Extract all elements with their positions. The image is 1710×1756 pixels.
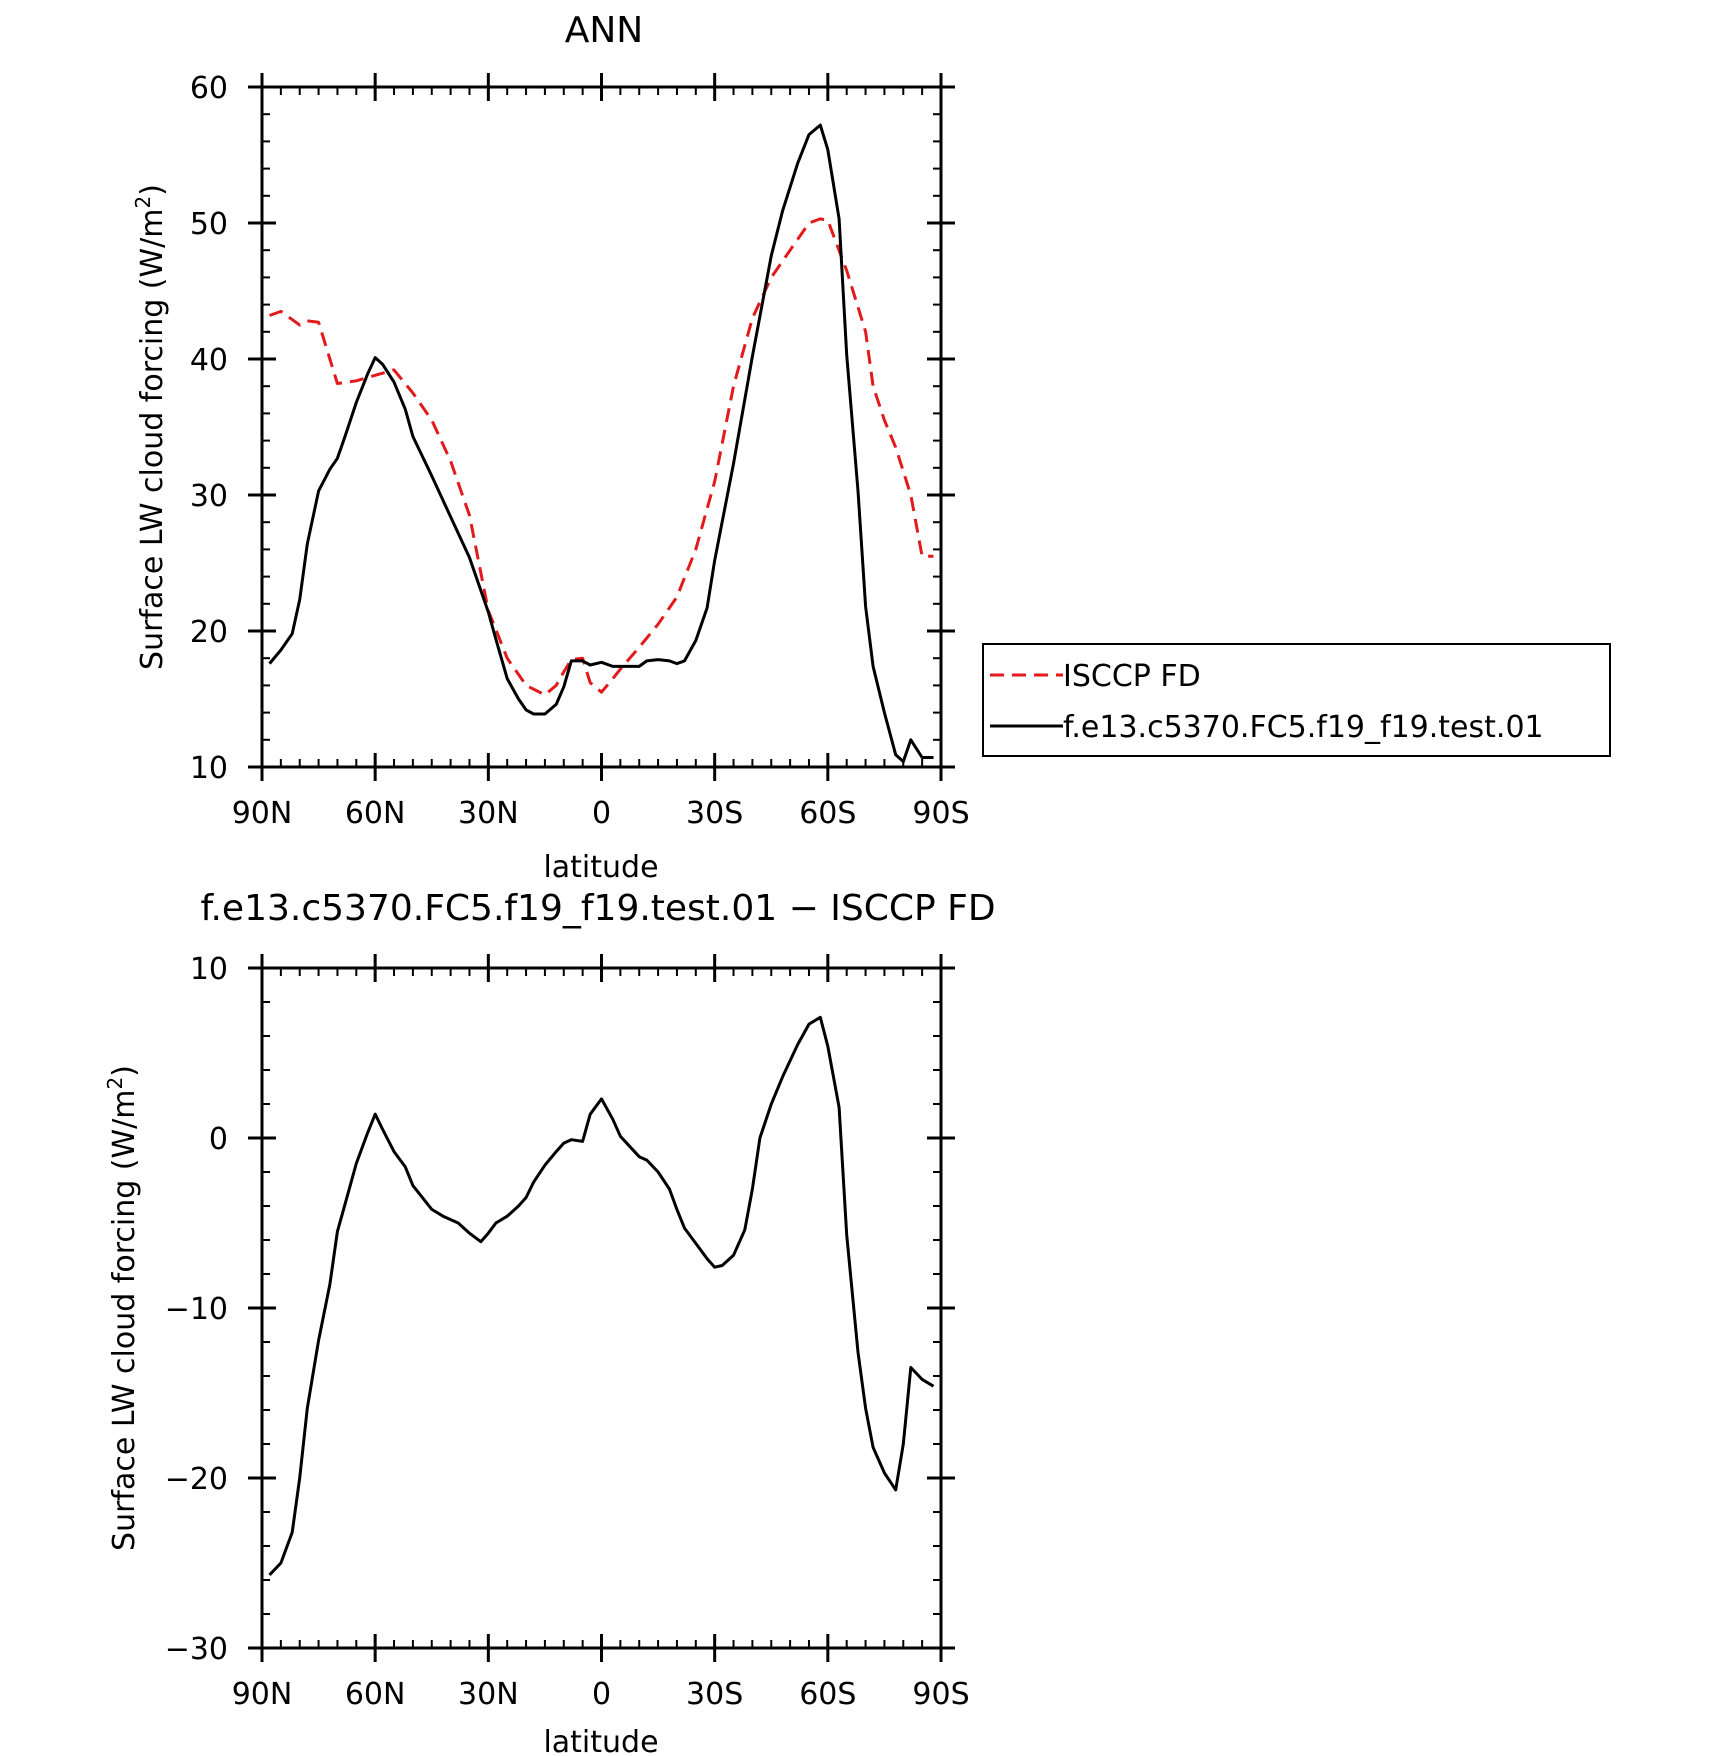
bottom-plot-frame [260, 966, 943, 1650]
legend: ISCCP FD f.e13.c5370.FC5.f19_f19.test.01 [982, 643, 1611, 757]
x-tick-label: 90N [232, 796, 293, 831]
top-series-lines [268, 123, 934, 764]
x-tick-label: 90N [232, 1677, 293, 1712]
top-panel: ANN 90N 60N 30N 0 30S 60S 90S 10 20 30 40 50 60 lat… [131, 10, 1611, 885]
y-tick-label: 40 [190, 343, 228, 378]
x-tick-label: 30S [686, 796, 743, 831]
bottom-x-tick-labels: 90N 60N 30N 0 30S 60S 90S [232, 1677, 970, 1712]
y-tick-label: −30 [165, 1632, 228, 1667]
x-tick-label: 30S [686, 1677, 743, 1712]
x-tick-label: 60S [799, 1677, 856, 1712]
x-tick-label: 30N [458, 1677, 519, 1712]
y-tick-label: −20 [165, 1462, 228, 1497]
bottom-y-axis-title-end: ) [107, 1065, 142, 1077]
top-plot-frame [260, 85, 943, 769]
legend-box [982, 643, 1611, 757]
x-tick-label: 90S [912, 796, 969, 831]
y-tick-label: −10 [165, 1292, 228, 1327]
x-tick-label: 0 [592, 1677, 611, 1712]
top-y-axis-title-sup: 2 [131, 196, 155, 209]
y-tick-label: 50 [190, 207, 228, 242]
top-y-axis-title-end: ) [135, 184, 170, 196]
top-x-axis-title: latitude [543, 850, 658, 885]
x-tick-label: 60S [799, 796, 856, 831]
bottom-panel-title: f.e13.c5370.FC5.f19_f19.test.01 − ISCCP … [200, 888, 995, 929]
legend-label-model: f.e13.c5370.FC5.f19_f19.test.01 [1063, 710, 1544, 745]
top-panel-title: ANN [565, 10, 644, 51]
bottom-y-axis-title: Surface LW cloud forcing (W/m2) [103, 1065, 142, 1551]
x-tick-label: 60N [345, 1677, 406, 1712]
series-line-0 [268, 1015, 935, 1576]
bottom-x-axis-title: latitude [543, 1725, 658, 1756]
y-tick-label: 0 [209, 1122, 228, 1157]
series-line-1 [268, 123, 934, 764]
y-tick-label: 10 [190, 751, 228, 786]
x-tick-label: 60N [345, 796, 406, 831]
y-tick-label: 30 [190, 479, 228, 514]
x-tick-label: 30N [458, 796, 519, 831]
top-y-tick-labels: 10 20 30 40 50 60 [190, 71, 228, 786]
top-y-axis-title: Surface LW cloud forcing (W/m2) [131, 184, 170, 670]
top-axis-ticks [248, 73, 955, 781]
bottom-y-axis-title-sup: 2 [103, 1077, 127, 1090]
bottom-y-axis-title-main: Surface LW cloud forcing (W/m [107, 1089, 142, 1550]
bottom-panel: f.e13.c5370.FC5.f19_f19.test.01 − ISCCP … [103, 888, 996, 1756]
series-line-0 [268, 217, 934, 697]
bottom-y-tick-labels: −30 −20 −10 0 10 [165, 952, 228, 1667]
y-tick-label: 10 [190, 952, 228, 987]
bottom-axis-ticks [248, 954, 955, 1662]
top-x-tick-labels: 90N 60N 30N 0 30S 60S 90S [232, 796, 970, 831]
bottom-series-lines [268, 1015, 935, 1576]
top-y-axis-title-main: Surface LW cloud forcing (W/m [135, 208, 170, 669]
y-tick-label: 20 [190, 615, 228, 650]
legend-label-isccp: ISCCP FD [1063, 659, 1201, 694]
y-tick-label: 60 [190, 71, 228, 106]
x-tick-label: 0 [592, 796, 611, 831]
x-tick-label: 90S [912, 1677, 969, 1712]
